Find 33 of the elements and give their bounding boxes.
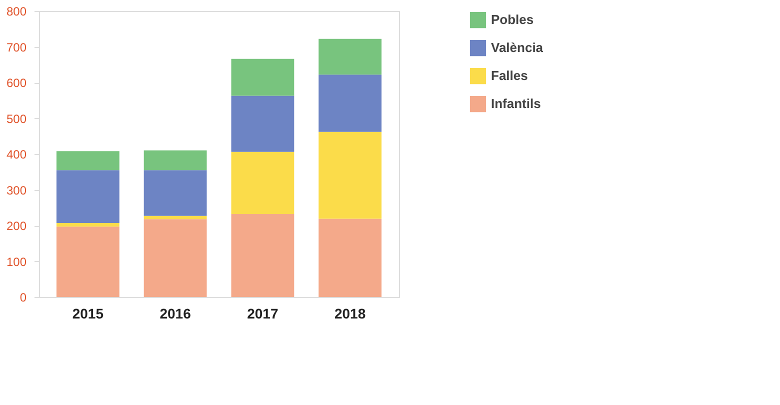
bar: [231, 96, 294, 152]
bar: [318, 74, 382, 132]
y-tick-label: 0: [20, 290, 27, 304]
bar: [144, 170, 207, 216]
x-tick-label: 2016: [160, 306, 192, 322]
legend-label: Pobles: [491, 12, 534, 27]
bar: [231, 58, 294, 96]
bar: [231, 214, 294, 297]
y-tick-label: 500: [6, 112, 27, 126]
bar: [144, 150, 207, 170]
y-tick-label: 700: [6, 40, 27, 54]
y-tick-label: 400: [6, 148, 27, 162]
bar: [56, 226, 120, 297]
legend-label: Infantils: [491, 96, 541, 111]
y-tick-label: 100: [6, 254, 27, 269]
y-tick-label: 300: [6, 183, 27, 198]
bar: [318, 218, 382, 297]
legend-label: València: [491, 40, 544, 55]
bar: [144, 216, 207, 220]
x-tick-label: 2018: [334, 306, 366, 322]
x-tick-label: 2017: [247, 306, 278, 322]
y-tick-label: 800: [6, 4, 27, 18]
bar: [318, 38, 382, 75]
y-tick-label: 200: [6, 219, 27, 233]
bar: [231, 152, 294, 214]
y-tick-label: 600: [6, 76, 27, 90]
x-tick-label: 2015: [72, 306, 104, 322]
bar: [56, 151, 120, 170]
bar: [56, 223, 120, 227]
bar: [144, 219, 207, 297]
bar: [318, 132, 382, 219]
legend-label: Falles: [491, 68, 528, 83]
bar: [56, 170, 120, 223]
